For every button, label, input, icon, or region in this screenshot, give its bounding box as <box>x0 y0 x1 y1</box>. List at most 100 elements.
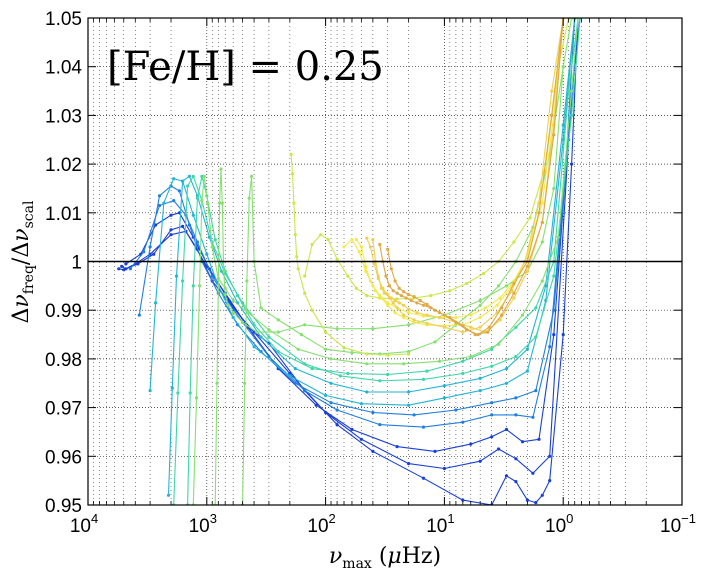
y-tick-label: 1.03 <box>45 106 82 127</box>
series-point <box>335 408 339 412</box>
series-point <box>465 328 469 332</box>
series-point <box>246 311 250 315</box>
series-point <box>407 307 411 311</box>
series-point <box>534 335 538 339</box>
series-point <box>402 362 406 366</box>
series-point <box>195 196 199 200</box>
series-point <box>365 236 369 240</box>
x-tick-label: 103 <box>189 511 217 537</box>
series-point <box>371 238 375 242</box>
x-tick-label: 100 <box>545 511 573 537</box>
series-point <box>504 367 509 371</box>
series-point <box>570 89 574 93</box>
series-point <box>216 284 220 288</box>
series-point <box>335 423 339 427</box>
series-point <box>402 303 406 307</box>
series-point <box>142 250 146 254</box>
series-point <box>525 498 530 502</box>
series-point <box>412 295 416 299</box>
series-point <box>222 269 226 273</box>
series-point <box>421 303 426 307</box>
series-point <box>202 174 206 178</box>
series-point <box>154 301 158 305</box>
series-point <box>393 279 397 283</box>
series-point <box>255 330 259 334</box>
series-point <box>512 240 516 244</box>
series-point <box>293 367 297 371</box>
series-point <box>425 321 429 325</box>
series-point <box>425 369 429 373</box>
series-point <box>534 501 538 505</box>
series-point <box>329 357 333 361</box>
series-point <box>200 199 204 203</box>
series-point <box>498 296 502 300</box>
series-point <box>484 306 488 310</box>
series-point <box>378 423 382 427</box>
series-point <box>478 459 482 463</box>
series-point <box>350 351 354 355</box>
series-point <box>520 440 525 444</box>
series-point <box>354 286 358 290</box>
series-point <box>469 442 473 446</box>
series-point <box>231 315 235 320</box>
series-point <box>292 201 296 205</box>
series-point <box>409 298 413 303</box>
series-point <box>170 386 174 390</box>
series-point <box>213 238 217 242</box>
series-point <box>556 235 560 239</box>
series-point <box>478 325 482 329</box>
series-point <box>402 315 406 320</box>
y-tick-label: 1.01 <box>45 204 82 225</box>
series-point <box>195 240 199 244</box>
series-point <box>461 420 465 424</box>
series-point <box>391 301 395 305</box>
series-point <box>136 262 140 266</box>
series-point <box>561 123 565 127</box>
series-point <box>504 381 509 385</box>
series-point <box>552 308 556 312</box>
series-point <box>525 369 530 373</box>
series-point <box>531 415 535 419</box>
series-point <box>162 201 166 205</box>
series-point <box>247 196 251 200</box>
series-line <box>387 18 564 336</box>
series-point <box>346 274 350 278</box>
series-point <box>276 318 280 322</box>
series-point <box>386 247 390 251</box>
series-point <box>389 267 393 271</box>
series-point <box>267 328 271 332</box>
series-point <box>454 408 458 412</box>
series-point <box>379 286 383 290</box>
series-point <box>177 189 181 193</box>
series-point <box>226 303 230 307</box>
series-point <box>525 264 530 268</box>
series-point <box>490 401 494 405</box>
series-point <box>329 381 333 385</box>
series-point <box>382 291 386 295</box>
series-point <box>231 311 235 315</box>
series-line <box>379 18 564 336</box>
x-tick-label: 102 <box>307 511 335 537</box>
series-point <box>567 89 571 93</box>
series-point <box>407 323 411 327</box>
series-point <box>231 298 235 303</box>
series-point <box>407 352 411 356</box>
series-point <box>540 240 544 244</box>
series-point <box>402 313 406 317</box>
series-point <box>191 174 195 178</box>
series-point <box>181 179 185 183</box>
series-point <box>200 174 204 178</box>
series-point <box>537 437 541 441</box>
series-point <box>478 303 482 307</box>
series-point <box>137 313 141 317</box>
y-tick-label: 1.05 <box>45 9 82 30</box>
series-point <box>198 284 202 288</box>
series-point <box>120 264 124 268</box>
series-point <box>448 289 452 293</box>
series-point <box>548 345 552 349</box>
series-point <box>186 184 190 188</box>
series-point <box>497 447 501 451</box>
series-point <box>528 216 532 220</box>
series-point <box>552 133 556 137</box>
series-point <box>442 325 446 329</box>
